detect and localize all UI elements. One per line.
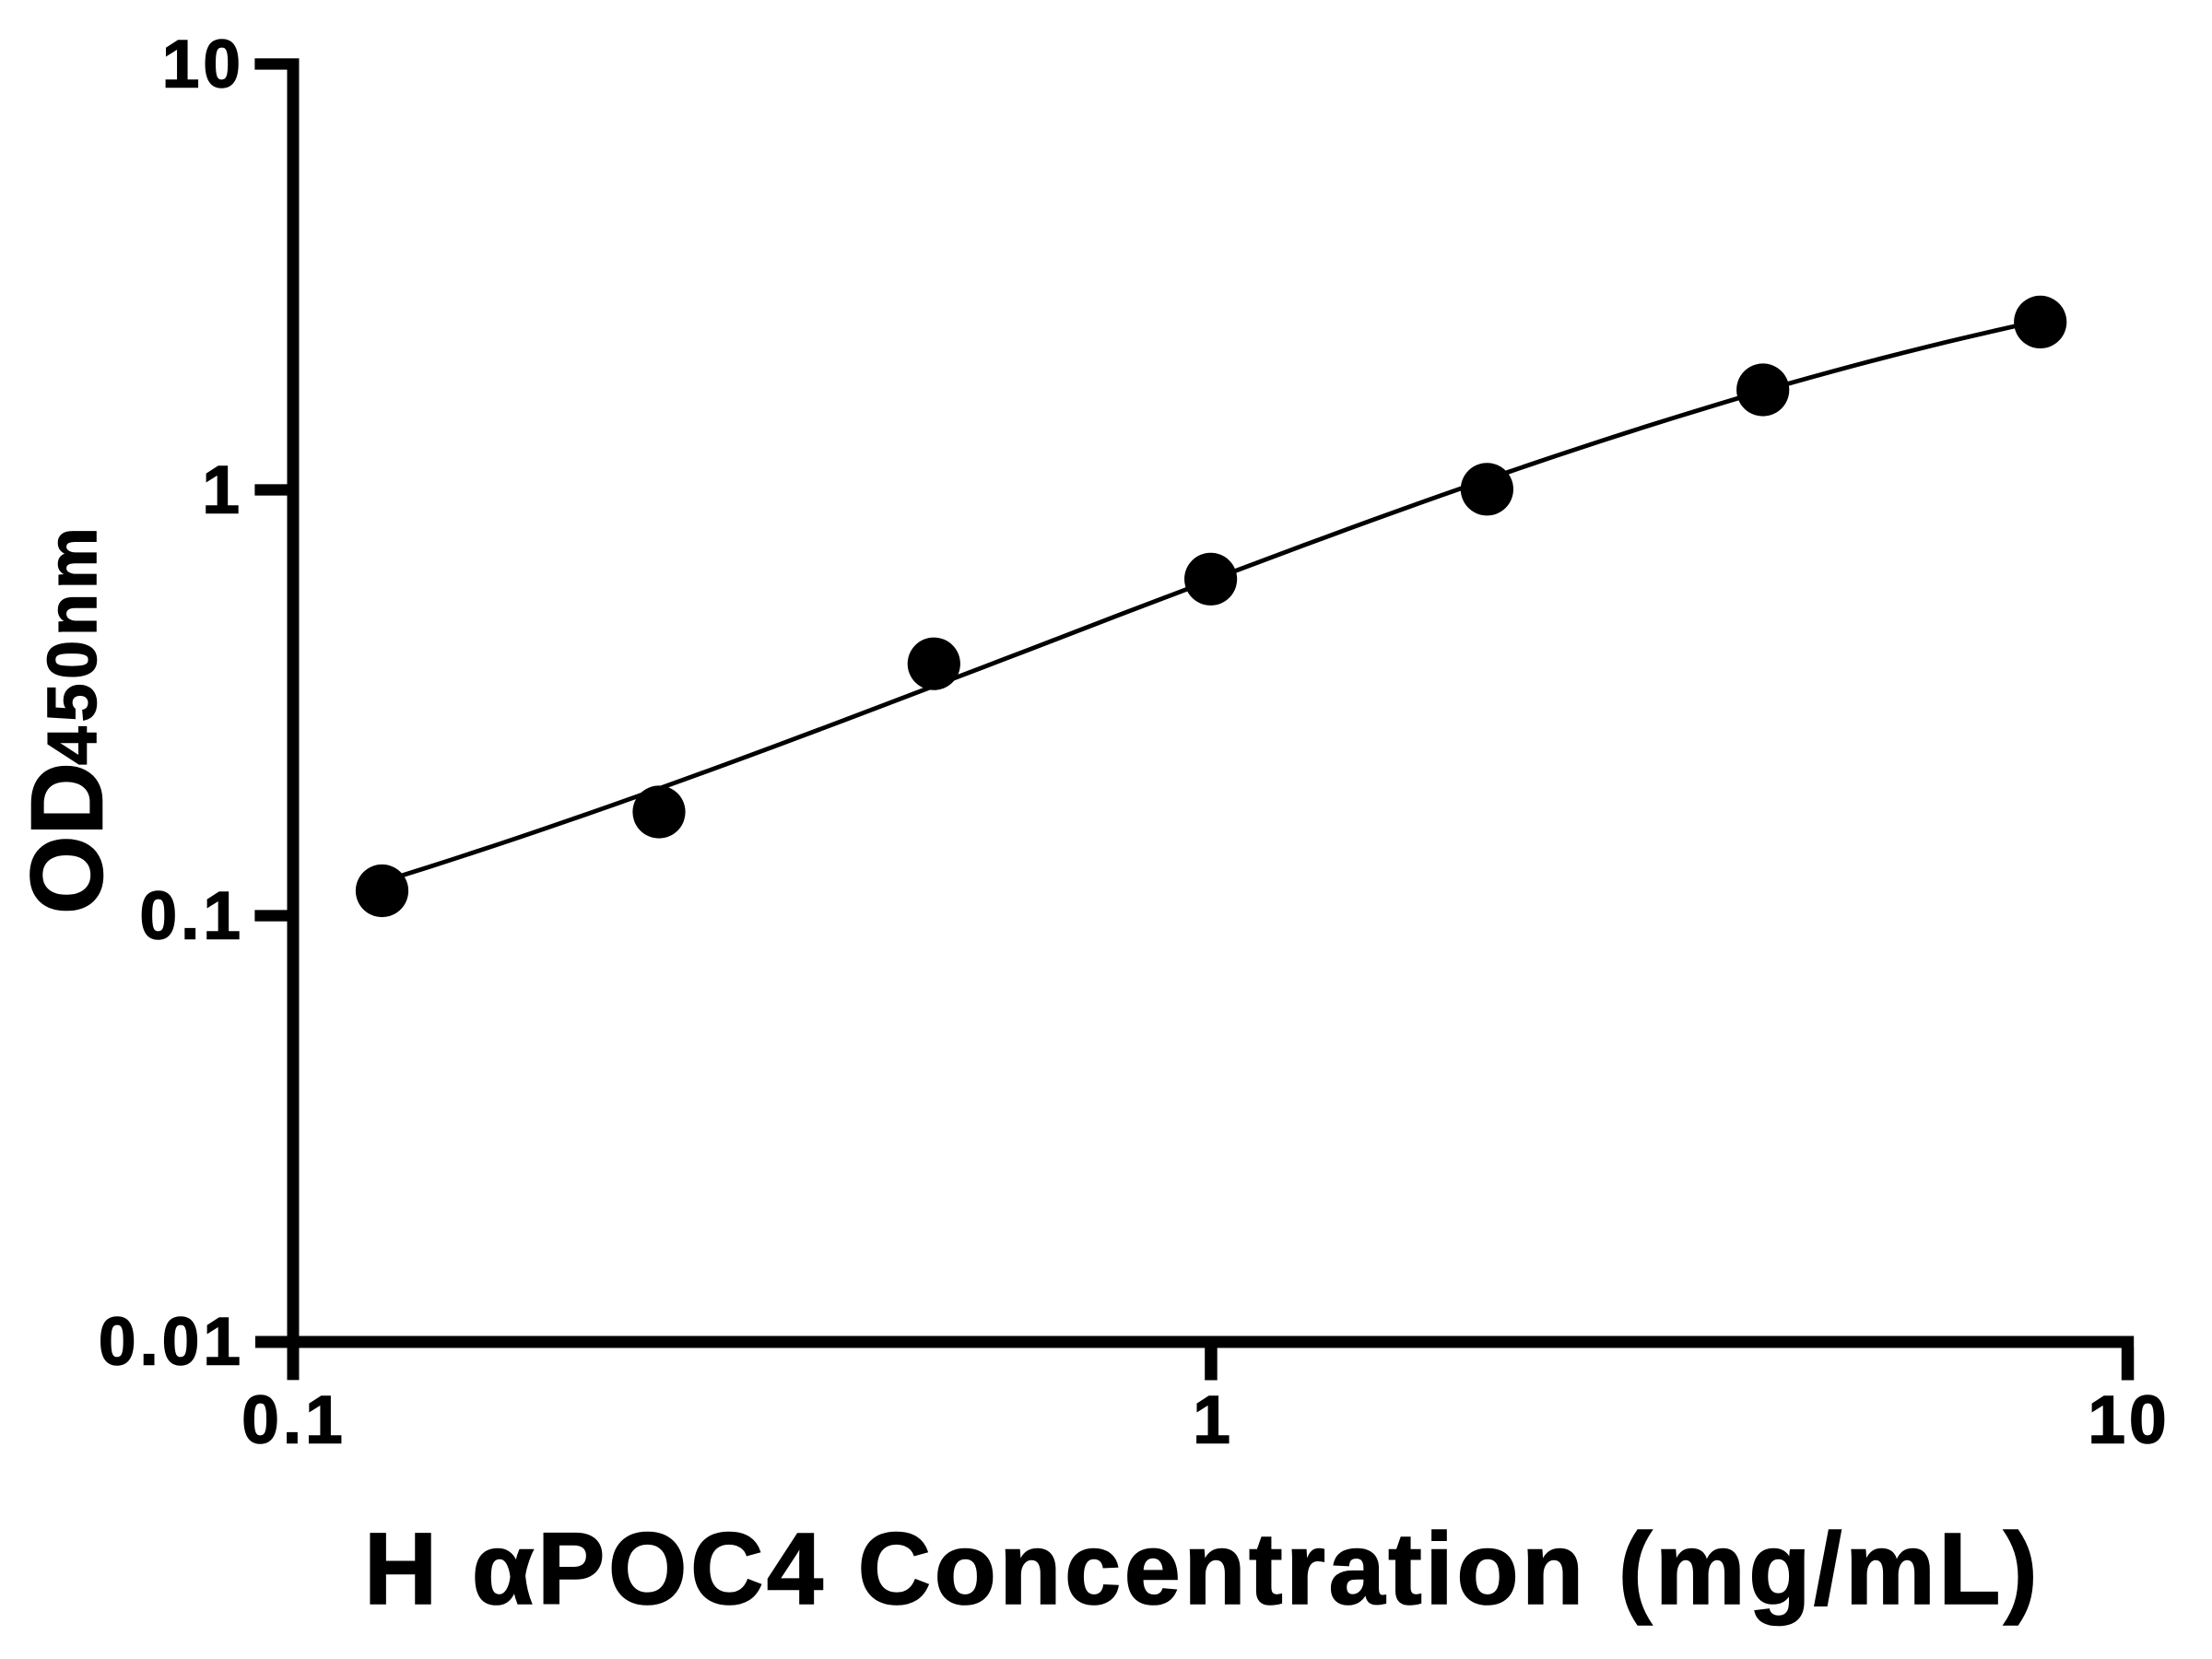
svg-text:10: 10 (2088, 1383, 2170, 1458)
svg-text:0.1: 0.1 (140, 879, 244, 954)
svg-text:0.1: 0.1 (241, 1383, 346, 1458)
svg-text:1: 1 (202, 453, 243, 528)
svg-text:1: 1 (1193, 1383, 1234, 1458)
svg-text:OD450nm: OD450nm (10, 523, 124, 914)
svg-text:0.01: 0.01 (99, 1305, 244, 1380)
svg-text:10: 10 (162, 28, 244, 102)
svg-text:H αPOC4 Concentration (mg/mL): H αPOC4 Concentration (mg/mL) (364, 1512, 2041, 1626)
